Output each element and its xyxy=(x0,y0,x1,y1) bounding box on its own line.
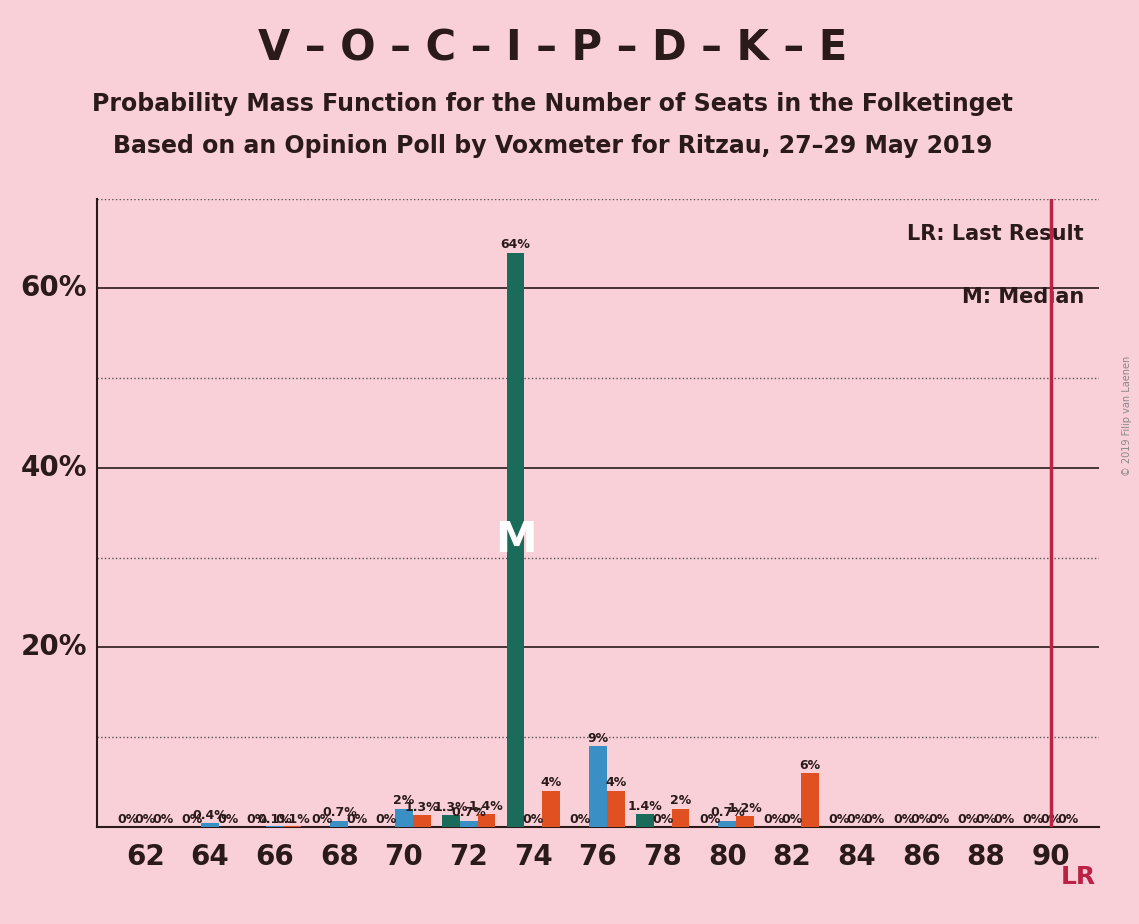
Text: 0%: 0% xyxy=(781,813,803,826)
Text: V – O – C – I – P – D – K – E: V – O – C – I – P – D – K – E xyxy=(257,28,847,69)
Text: 0%: 0% xyxy=(311,813,333,826)
Text: 0%: 0% xyxy=(763,813,785,826)
Text: 0%: 0% xyxy=(181,813,203,826)
Text: M: M xyxy=(494,518,536,561)
Text: 4%: 4% xyxy=(541,776,562,789)
Bar xyxy=(507,252,524,827)
Text: 2%: 2% xyxy=(670,795,691,808)
Text: Probability Mass Function for the Number of Seats in the Folketinget: Probability Mass Function for the Number… xyxy=(92,92,1013,116)
Text: 0%: 0% xyxy=(928,813,950,826)
Text: 0%: 0% xyxy=(828,813,850,826)
Text: 0%: 0% xyxy=(699,813,720,826)
Bar xyxy=(607,791,624,827)
Text: 64%: 64% xyxy=(500,237,531,251)
Bar xyxy=(589,747,607,827)
Text: 0.7%: 0.7% xyxy=(451,806,486,819)
Text: 0%: 0% xyxy=(117,813,138,826)
Text: 0%: 0% xyxy=(893,813,915,826)
Text: 0%: 0% xyxy=(846,813,867,826)
Text: 0%: 0% xyxy=(863,813,885,826)
Text: 40%: 40% xyxy=(21,454,87,482)
Bar xyxy=(412,815,431,827)
Text: 0%: 0% xyxy=(218,813,238,826)
Bar xyxy=(736,816,754,827)
Text: 1.3%: 1.3% xyxy=(404,801,439,814)
Text: 0%: 0% xyxy=(1022,813,1043,826)
Text: 1.3%: 1.3% xyxy=(434,801,468,814)
Text: Based on an Opinion Poll by Voxmeter for Ritzau, 27–29 May 2019: Based on an Opinion Poll by Voxmeter for… xyxy=(113,134,992,158)
Text: 0%: 0% xyxy=(153,813,174,826)
Text: 0%: 0% xyxy=(1040,813,1062,826)
Text: 1.2%: 1.2% xyxy=(728,802,762,815)
Text: 0%: 0% xyxy=(993,813,1015,826)
Bar xyxy=(672,809,689,827)
Text: 0.1%: 0.1% xyxy=(274,813,310,826)
Text: 0.7%: 0.7% xyxy=(710,806,745,819)
Text: 6%: 6% xyxy=(800,759,820,772)
Text: 60%: 60% xyxy=(21,274,87,302)
Text: 20%: 20% xyxy=(21,634,87,662)
Bar xyxy=(202,823,219,827)
Text: LR: Last Result: LR: Last Result xyxy=(908,224,1084,244)
Text: 0.7%: 0.7% xyxy=(322,806,357,819)
Text: 1.4%: 1.4% xyxy=(469,800,503,813)
Bar xyxy=(801,773,819,827)
Text: 0%: 0% xyxy=(134,813,156,826)
Bar xyxy=(460,821,477,827)
Text: M: Median: M: Median xyxy=(961,286,1084,307)
Text: © 2019 Filip van Laenen: © 2019 Filip van Laenen xyxy=(1122,356,1132,476)
Text: 0%: 0% xyxy=(246,813,268,826)
Text: 0.1%: 0.1% xyxy=(257,813,292,826)
Bar xyxy=(395,809,412,827)
Text: 9%: 9% xyxy=(588,732,608,745)
Text: 0%: 0% xyxy=(570,813,591,826)
Text: 0%: 0% xyxy=(975,813,997,826)
Bar xyxy=(477,814,495,827)
Text: 0%: 0% xyxy=(911,813,932,826)
Text: 0%: 0% xyxy=(376,813,396,826)
Text: 0%: 0% xyxy=(523,813,544,826)
Bar xyxy=(636,814,654,827)
Text: 2%: 2% xyxy=(393,795,415,808)
Bar xyxy=(719,821,736,827)
Text: 4%: 4% xyxy=(605,776,626,789)
Text: 0%: 0% xyxy=(346,813,368,826)
Bar xyxy=(442,815,460,827)
Text: 0%: 0% xyxy=(1058,813,1079,826)
Bar xyxy=(330,821,349,827)
Text: 0%: 0% xyxy=(652,813,673,826)
Text: 0.4%: 0.4% xyxy=(192,808,228,821)
Text: 0%: 0% xyxy=(958,813,978,826)
Bar xyxy=(542,791,560,827)
Text: 1.4%: 1.4% xyxy=(628,800,662,813)
Text: LR: LR xyxy=(1060,865,1096,889)
